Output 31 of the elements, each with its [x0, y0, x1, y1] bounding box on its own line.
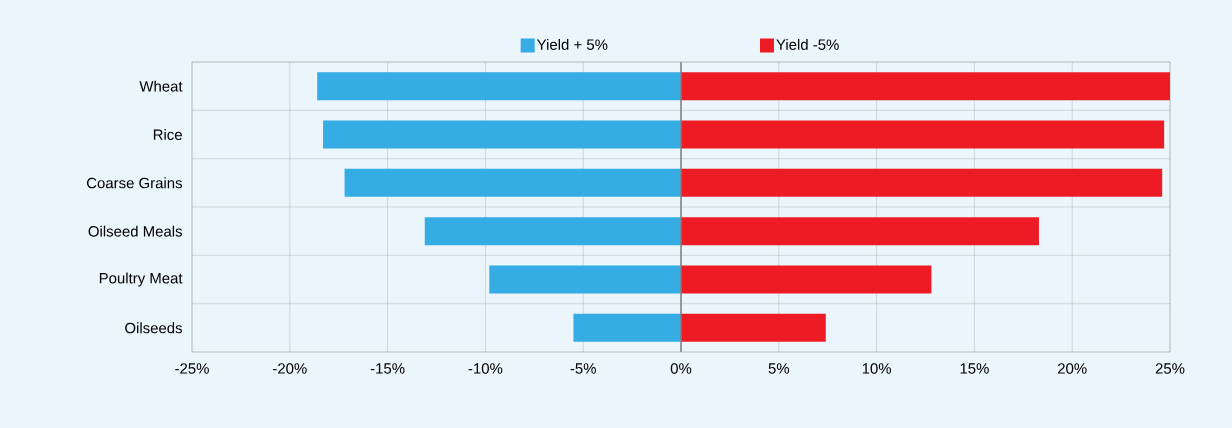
x-tick-label: 15%: [960, 363, 989, 374]
legend-label: Yield -5%: [776, 38, 839, 50]
y-tick-label: Coarse Grains: [86, 177, 182, 189]
bar: [424, 217, 682, 246]
y-tick-label: Wheat: [139, 80, 183, 92]
x-tick-label: -15%: [370, 363, 405, 374]
bar: [681, 168, 1163, 197]
x-tick-label: 20%: [1058, 363, 1087, 374]
bar: [573, 313, 682, 342]
x-tick-label: 25%: [1155, 363, 1185, 374]
bar: [344, 168, 682, 197]
bar: [681, 265, 932, 294]
x-tick-label: 5%: [768, 363, 790, 374]
y-tick-label: Oilseed Meals: [88, 225, 182, 237]
legend-label: Yield + 5%: [536, 38, 608, 50]
x-tick-label: 0%: [670, 363, 692, 374]
x-tick-label: 10%: [862, 363, 892, 374]
y-tick-label: Poultry Meat: [99, 272, 183, 287]
y-tick-label: Rice: [153, 129, 182, 140]
x-tick-label: -20%: [273, 363, 307, 374]
bar: [323, 120, 682, 149]
y-tick-label: Oilseeds: [125, 322, 183, 334]
x-tick-label: -10%: [468, 363, 503, 374]
bar: [489, 265, 682, 294]
bar: [681, 72, 1171, 101]
bar: [681, 217, 1039, 246]
bar: [317, 72, 682, 101]
bar: [681, 120, 1165, 149]
x-tick-label: -25%: [175, 363, 209, 374]
bar: [681, 313, 826, 342]
x-tick-label: -5%: [570, 363, 596, 374]
